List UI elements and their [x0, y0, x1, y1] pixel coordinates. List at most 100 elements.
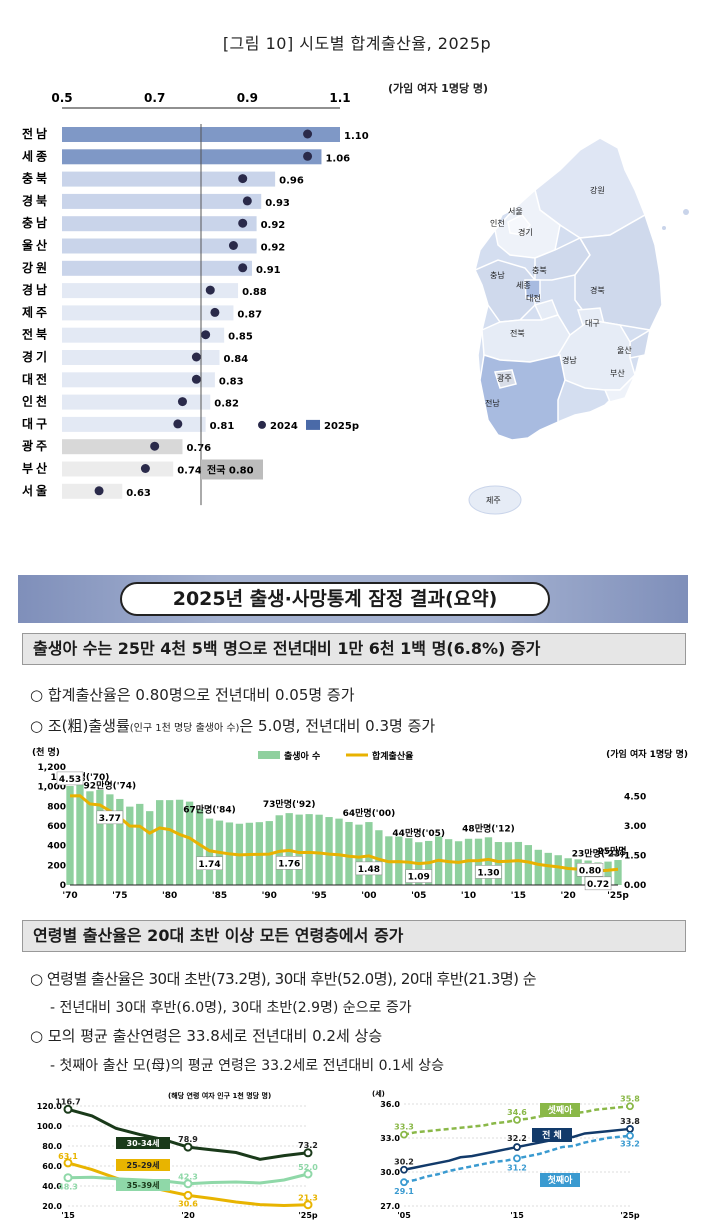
tfr-label-box — [405, 869, 432, 883]
series-point — [183, 1190, 193, 1200]
map-label-daejeon: 대전 — [526, 294, 541, 303]
map-unit-label: (가임 여자 1명당 명) — [388, 82, 489, 95]
births-bar — [345, 821, 353, 885]
births-bar — [295, 814, 303, 885]
bullet-mean-age: ○ 모의 평균 출산연령은 33.8세로 전년대비 0.2세 상승 — [30, 1027, 383, 1045]
tfr-label-box — [475, 865, 502, 879]
y-tick-label: 40.0 — [42, 1182, 62, 1191]
sub-age-increase: - 전년대비 30대 후반(6.0명), 30대 초반(2.9명) 순으로 증가 — [50, 1000, 412, 1016]
unit-label: (세) — [372, 1089, 385, 1098]
bar-value-label: 0.96 — [279, 176, 304, 187]
tfr-label-box — [56, 771, 84, 786]
point-label: 30.6 — [178, 1199, 198, 1208]
x-tick-label: '95 — [311, 891, 326, 901]
dot-2024 — [210, 307, 220, 317]
banner-title: 2025년 출생·사망통계 잠정 결과(요약) — [120, 582, 550, 616]
region-bar-svg: 0.5 0.7 0.9 1.1 전남 1.10 세종 1.06 충북 0.96 경북 0.93 충남 0.… — [22, 91, 369, 506]
x-tick-label: '00 — [361, 891, 376, 901]
region-label: 충북 — [22, 171, 50, 186]
point-label: 33.3 — [394, 1123, 414, 1132]
tfr-label: 4.53 — [59, 775, 81, 785]
births-bar — [494, 842, 503, 885]
right-axis-unit: (가임 여자 1명당 명) — [606, 748, 688, 760]
legend-2025: 2025p — [324, 421, 359, 432]
births-bar — [175, 799, 184, 885]
births-tfr-svg: (천 명) (가임 여자 1명당 명) 0 200 400 600 800 1,000 1,20… — [32, 746, 688, 901]
legend-tfr: 합계출산율 — [372, 750, 413, 762]
region-label: 대전 — [22, 371, 50, 386]
right-tick-label: 3.00 — [624, 822, 646, 832]
dot-2024 — [303, 129, 313, 139]
series-tag-box — [540, 1103, 580, 1117]
series-point — [400, 1130, 408, 1139]
births-bar — [355, 824, 363, 885]
tfr-label: 1.76 — [278, 859, 300, 869]
y-tick-label: 60.0 — [42, 1162, 62, 1171]
legend-swatch-2025 — [306, 419, 320, 430]
y-tick-label: 120.0 — [37, 1102, 63, 1111]
dot-2024 — [238, 174, 248, 184]
region-label: 전북 — [22, 327, 50, 342]
bar-value-label: 1.06 — [325, 153, 350, 164]
births-bar — [126, 806, 134, 885]
bar-2025 — [62, 193, 262, 209]
bar-value-label: 0.74 — [177, 466, 202, 477]
x-tick-label: '10 — [461, 891, 476, 901]
axis-tick-label: 1.1 — [329, 91, 350, 105]
map-label-ulsan: 울산 — [617, 346, 632, 355]
left-tick-label: 400 — [47, 842, 66, 852]
y-tick-label: 30.0 — [380, 1168, 400, 1177]
map-label-chungnam: 충남 — [490, 271, 505, 280]
x-tick-label: '25p — [298, 1211, 318, 1220]
births-bar — [96, 790, 104, 885]
national-box — [201, 459, 263, 480]
bar-2025 — [62, 416, 206, 432]
tfr-label: 1.30 — [477, 868, 499, 878]
right-tick-label: 1.50 — [624, 852, 646, 862]
series-point — [183, 1142, 193, 1152]
mean-age-svg: (세) 27.0 30.0 33.0 36.0 '05 '15 '25p 33.3 34.6 35.… — [372, 1089, 640, 1220]
bar-2025 — [62, 372, 215, 388]
tfr-label: 1.48 — [358, 865, 380, 875]
dot-2024 — [242, 196, 252, 206]
bar-2025 — [62, 238, 257, 254]
bar-value-label: 0.92 — [261, 220, 286, 231]
tfr-label-box — [196, 856, 223, 871]
series-tag-box — [540, 1173, 580, 1187]
series-point — [303, 1148, 313, 1158]
births-bar — [534, 849, 542, 885]
tfr-label-box — [576, 863, 604, 877]
series-point — [303, 1169, 313, 1179]
age-fertility-svg: (해당 연령 여자 인구 1천 명당 명) 20.0 40.0 60.0 80.0 100… — [37, 1091, 319, 1220]
births-bar — [614, 860, 622, 885]
series-point — [400, 1165, 408, 1174]
tfr-label-box — [275, 856, 303, 870]
dot-2024 — [94, 486, 104, 496]
series-point — [183, 1179, 193, 1189]
births-bar — [484, 837, 493, 885]
region-label: 인천 — [22, 394, 50, 409]
point-label: 116.7 — [55, 1097, 80, 1106]
region-label: 서울 — [22, 483, 50, 498]
dot-2024 — [201, 330, 211, 340]
dot-2024 — [173, 419, 183, 429]
bar-2025 — [62, 305, 234, 321]
series-point — [63, 1104, 73, 1114]
births-label: 73만명('92) — [263, 798, 316, 810]
births-label: 64만명('00) — [343, 807, 396, 819]
bar-2025 — [62, 394, 211, 410]
births-bar — [136, 803, 144, 885]
section-heading-births: 출생아 수는 25만 4천 5백 명으로 전년대비 1만 6천 1백 명(6.8… — [22, 633, 686, 665]
dot-2024 — [140, 464, 150, 473]
bar-value-label: 0.92 — [261, 243, 286, 254]
bar-value-label: 1.10 — [344, 131, 369, 142]
y-tick-label: 33.0 — [380, 1134, 400, 1143]
korea-map: 강원 서울 인천 경기 충북 충남 세종 대전 경북 대구 전북 울산 경남 부… — [440, 130, 700, 520]
bar-value-label: 0.83 — [219, 376, 244, 387]
left-tick-label: 1,200 — [38, 763, 66, 773]
point-label: 31.2 — [507, 1163, 527, 1172]
series-point — [513, 1154, 521, 1163]
births-bar — [76, 784, 84, 885]
births-bar — [315, 814, 323, 885]
x-tick-label: '90 — [262, 891, 277, 901]
